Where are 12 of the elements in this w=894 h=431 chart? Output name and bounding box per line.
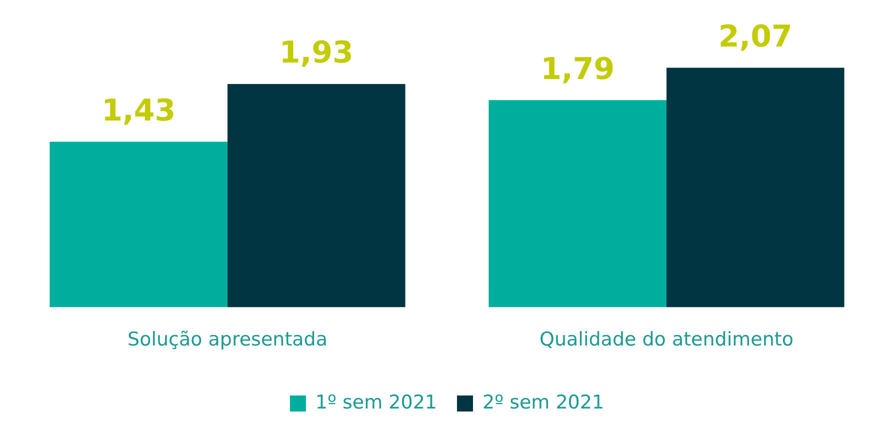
- bar: [488, 100, 666, 308]
- x-tick-label: Solução apresentada: [128, 328, 328, 351]
- bar: [666, 68, 844, 308]
- data-label: 2,07: [718, 20, 792, 55]
- x-tick-label: Qualidade do atendimento: [540, 328, 794, 351]
- bar: [50, 142, 228, 308]
- bar: [228, 84, 406, 308]
- legend-label: 2º sem 2021: [482, 391, 604, 414]
- legend-label: 1º sem 2021: [315, 391, 438, 414]
- data-label: 1,79: [540, 52, 615, 87]
- data-label: 1,93: [279, 36, 354, 71]
- data-label: 1,43: [102, 94, 176, 129]
